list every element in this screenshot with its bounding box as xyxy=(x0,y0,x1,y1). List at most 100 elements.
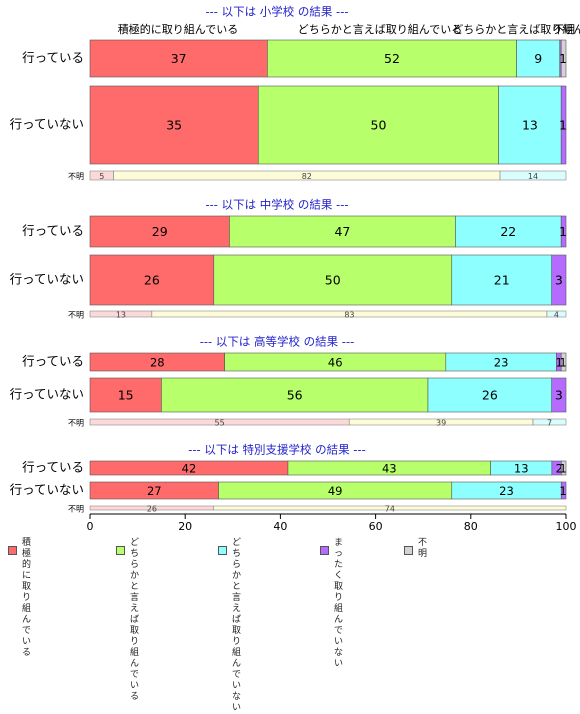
row-label-1-doing: 行っている xyxy=(22,223,84,238)
row-label-0-doing: 行っている xyxy=(22,50,84,65)
unknown-label-2-2: 7 xyxy=(547,419,552,428)
data-label-1-not-doing-0: 26 xyxy=(144,273,160,288)
bar-segment-2-not-doing-0 xyxy=(89,377,162,413)
row-label-3-not-doing: 行っていない xyxy=(10,482,84,497)
unknown-label-3-1: 74 xyxy=(385,505,395,514)
data-label-2-not-doing-3: 3 xyxy=(555,388,563,403)
bar-segment-2-not-doing-3 xyxy=(551,377,567,413)
legend-label-somewhat-inactive: どちらかと言えば 取り組んでいない xyxy=(232,538,242,713)
x-tick-label-3: 60 xyxy=(369,520,383,533)
bar-segment-1-doing-0 xyxy=(89,215,230,248)
bar-segment-1-not-doing-3 xyxy=(551,254,567,306)
legend-label-somewhat-active: どちらかと言えば 取り組んでいる xyxy=(130,538,140,702)
row-label-2-doing: 行っている xyxy=(22,354,84,369)
data-label-3-not-doing-3: 1 xyxy=(559,484,566,498)
x-tick-label-4: 80 xyxy=(464,520,478,533)
row-label-1-unknown: 不明 xyxy=(68,311,84,320)
data-label-2-doing-3: 1 xyxy=(556,356,563,370)
header-label-1: どちらかと言えば取り組んでいる xyxy=(298,23,462,36)
unknown-segment-3-1 xyxy=(213,505,567,511)
group-title-1: --- 以下は 中学校 の結果 --- xyxy=(205,198,348,212)
data-label-1-doing-0: 29 xyxy=(152,224,168,239)
x-tick-label-2: 40 xyxy=(273,520,287,533)
unknown-segment-2-2 xyxy=(532,418,567,426)
row-label-2-unknown: 不明 xyxy=(68,419,84,428)
data-label-0-not-doing-0: 35 xyxy=(166,118,182,133)
legend-swatch-active xyxy=(8,546,17,555)
bar-segment-1-doing-3 xyxy=(560,215,567,248)
legend-swatch-unknown xyxy=(404,546,413,555)
data-label-0-not-doing-1: 50 xyxy=(371,118,387,133)
data-label-1-not-doing-1: 50 xyxy=(325,273,341,288)
bar-segment-1-not-doing-0 xyxy=(89,254,215,306)
legend-swatch-inactive xyxy=(320,546,329,555)
data-label-0-doing-0: 37 xyxy=(171,51,187,66)
data-label-1-doing-3: 1 xyxy=(559,224,567,239)
data-label-3-doing-1: 43 xyxy=(382,462,397,476)
data-label-0-not-doing-2: 13 xyxy=(522,118,538,133)
bar-segment-0-not-doing-0 xyxy=(89,85,259,165)
bar-segment-3-not-doing-3 xyxy=(560,481,567,500)
legend-label-unknown: 不明 xyxy=(418,538,428,559)
data-label-0-doing-2: 9 xyxy=(534,51,542,66)
bar-segment-0-not-doing-2 xyxy=(498,85,562,165)
bar-segment-0-doing-4 xyxy=(560,39,567,78)
unknown-label-3-0: 26 xyxy=(147,505,157,514)
unknown-label-1-2: 4 xyxy=(554,311,559,320)
bar-segment-0-not-doing-3 xyxy=(560,85,567,165)
data-label-2-not-doing-0: 15 xyxy=(118,388,134,403)
group-title-0: --- 以下は 小学校 の結果 --- xyxy=(205,5,348,19)
x-tick-label-1: 20 xyxy=(178,520,192,533)
unknown-label-2-1: 39 xyxy=(436,419,446,428)
data-label-2-doing-2: 23 xyxy=(494,356,509,370)
bar-segment-1-doing-2 xyxy=(455,215,562,248)
header-label-0: 積極的に取り組んでいる xyxy=(118,22,238,36)
bar-segment-0-doing-1 xyxy=(267,39,517,78)
data-label-1-doing-1: 47 xyxy=(334,224,350,239)
row-label-2-not-doing: 行っていない xyxy=(10,387,84,402)
row-label-3-unknown: 不明 xyxy=(68,505,84,514)
legend-swatch-somewhat-inactive xyxy=(218,546,227,555)
bar-segment-0-not-doing-1 xyxy=(257,85,499,165)
group-title-3: --- 以下は 特別支援学校 の結果 --- xyxy=(188,443,366,457)
row-label-0-not-doing: 行っていない xyxy=(10,117,84,132)
data-label-2-doing-1: 46 xyxy=(328,356,343,370)
data-label-3-doing-0: 42 xyxy=(182,462,197,476)
data-label-0-not-doing-3: 1 xyxy=(559,118,567,133)
data-label-1-not-doing-3: 3 xyxy=(555,273,563,288)
data-label-0-doing-4: 1 xyxy=(559,51,567,66)
unknown-label-2-0: 55 xyxy=(215,419,225,428)
data-label-3-not-doing-2: 23 xyxy=(499,484,514,498)
stacked-bar-chart: 積極的に取り組んでいる どちらかと言えば取り組んでいるどちらかと言えば取り組んでい… xyxy=(10,5,580,534)
header-label-3: 不明 xyxy=(553,23,575,36)
data-label-2-not-doing-1: 56 xyxy=(287,388,303,403)
bar-segment-2-doing-4 xyxy=(560,352,567,372)
unknown-segment-0-2 xyxy=(499,170,567,181)
unknown-label-0-1: 82 xyxy=(302,172,312,181)
x-tick-label-5: 100 xyxy=(556,520,577,533)
unknown-segment-1-2 xyxy=(546,310,567,318)
bar-segment-0-doing-2 xyxy=(516,39,561,78)
bar-segment-2-not-doing-2 xyxy=(427,377,553,413)
data-label-3-not-doing-0: 27 xyxy=(147,484,162,498)
data-label-2-not-doing-2: 26 xyxy=(482,388,498,403)
data-label-0-doing-1: 52 xyxy=(384,51,400,66)
data-label-3-doing-2: 13 xyxy=(514,462,529,476)
data-label-3-doing-4: 1 xyxy=(559,462,566,476)
bar-segment-3-doing-4 xyxy=(560,460,567,476)
chart-legend: 積極的に 取り組んでいる どちらかと言えば 取り組んでいる どちらかと言えば 取… xyxy=(8,538,578,713)
data-label-2-doing-0: 28 xyxy=(150,356,165,370)
legend-label-active: 積極的に 取り組んでいる xyxy=(22,538,32,658)
group-title-2: --- 以下は 高等学校 の結果 --- xyxy=(200,335,355,349)
unknown-label-0-0: 5 xyxy=(99,172,104,181)
bar-segment-1-not-doing-1 xyxy=(213,254,453,306)
data-label-2-doing-4: 1 xyxy=(559,356,566,370)
row-label-3-doing: 行っている xyxy=(22,460,84,475)
unknown-label-0-2: 14 xyxy=(528,172,538,181)
row-label-1-not-doing: 行っていない xyxy=(10,272,84,287)
bar-segment-1-doing-1 xyxy=(229,215,456,248)
legend-swatch-somewhat-active xyxy=(116,546,125,555)
row-label-0-unknown: 不明 xyxy=(68,172,84,181)
data-label-3-doing-3: 2 xyxy=(556,462,563,476)
